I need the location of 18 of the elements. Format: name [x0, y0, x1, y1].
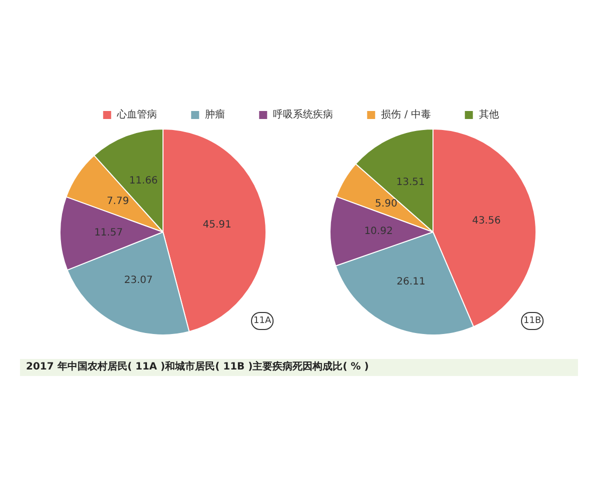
data-label: 11.66	[129, 176, 158, 187]
data-label: 7.79	[106, 196, 129, 208]
data-label: 13.51	[396, 176, 425, 188]
slice-label: 11B	[524, 316, 542, 326]
slice-label: 11A	[254, 316, 272, 326]
text: 2017 年中国农村居民( 11A )和城市居民( 11B )主要疾病死因构成比( % )	[26, 360, 369, 372]
data-label: 45.91	[202, 220, 232, 231]
legend-label: 肿瘤	[205, 108, 226, 120]
data-label: 43.56	[472, 216, 501, 227]
data-label: 10.92	[364, 226, 393, 238]
data-label: 11.57	[94, 227, 123, 238]
legend-label: 心血管病	[116, 108, 158, 120]
data-label: 26.11	[396, 276, 426, 288]
data-label: 5.90	[375, 198, 398, 210]
legend-label: 其他	[478, 108, 499, 120]
legend-label: 呼吸系统疾病	[273, 108, 334, 120]
legend-label: 损伤 / 中毒	[381, 108, 431, 120]
data-label: 23.07	[124, 275, 153, 286]
